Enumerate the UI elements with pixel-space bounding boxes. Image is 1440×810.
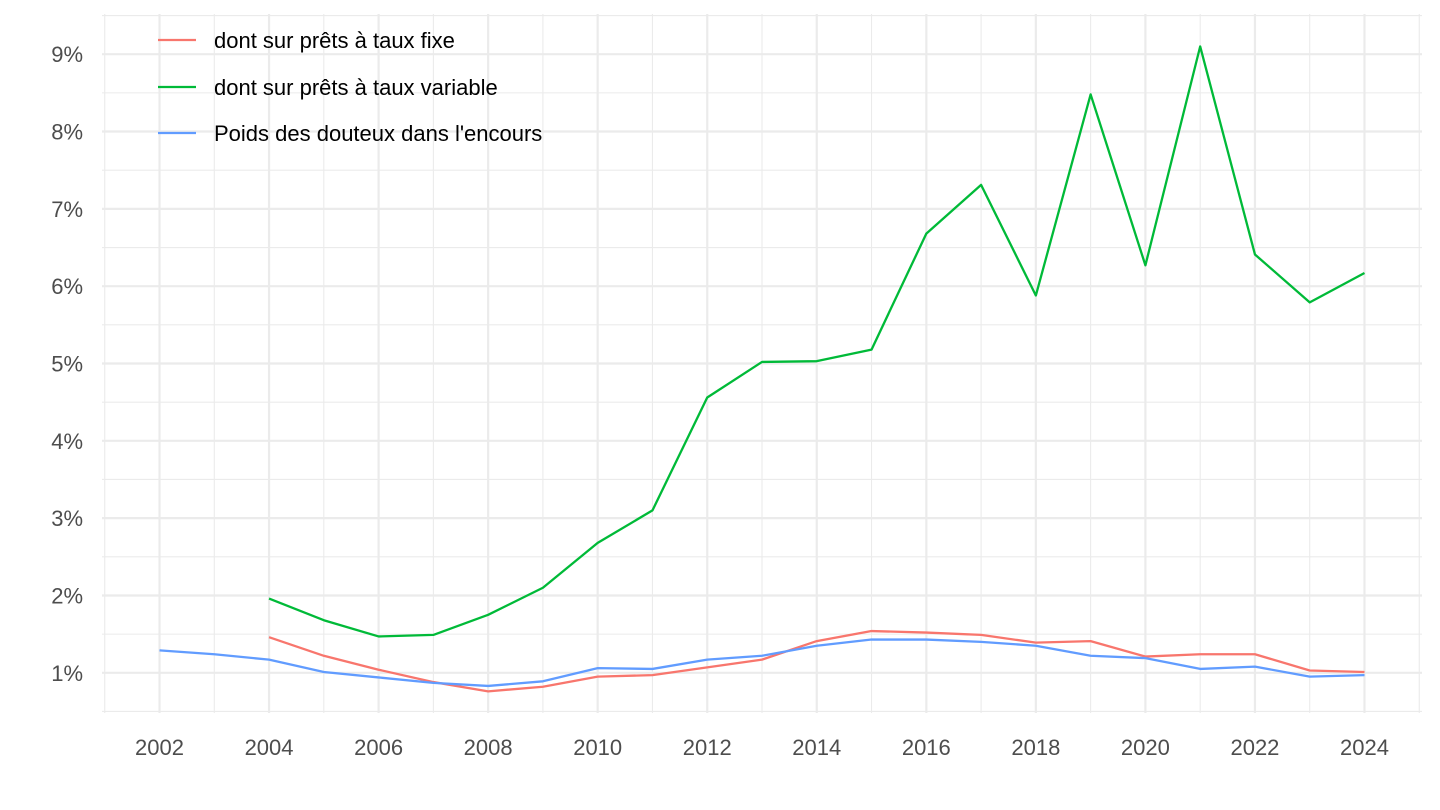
series-lines [159, 45, 1366, 693]
legend-label-1: dont sur prêts à taux fixe [214, 28, 455, 53]
x-tick-label: 2012 [683, 735, 732, 760]
x-tick-label: 2008 [464, 735, 513, 760]
series-line-1 [268, 629, 1365, 693]
x-tick-label: 2006 [354, 735, 403, 760]
y-tick-label: 1% [51, 661, 83, 686]
y-tick-label: 7% [51, 197, 83, 222]
x-axis: 2002 2004 2006 2008 2010 2012 2014 2016 2018 2020… [135, 735, 1389, 760]
x-tick-label: 2014 [792, 735, 841, 760]
legend-label-3: Poids des douteux dans l'encours [214, 121, 542, 146]
x-tick-label: 2016 [902, 735, 951, 760]
y-tick-label: 3% [51, 506, 83, 531]
x-tick-label: 2022 [1230, 735, 1279, 760]
grid [102, 14, 1422, 713]
y-tick-label: 6% [51, 274, 83, 299]
x-tick-label: 2002 [135, 735, 184, 760]
x-tick-label: 2018 [1011, 735, 1060, 760]
y-tick-label: 4% [51, 429, 83, 454]
y-tick-label: 8% [51, 120, 83, 145]
y-axis: 1% 2% 3% 4% 5% 6% 7% 8% 9% [51, 42, 83, 686]
legend: dont sur prêts à taux fixe dont sur prêts… [158, 28, 542, 146]
y-tick-label: 2% [51, 583, 83, 608]
x-tick-label: 2004 [245, 735, 294, 760]
series-line-3 [159, 638, 1365, 688]
x-tick-label: 2010 [573, 735, 622, 760]
y-tick-label: 5% [51, 352, 83, 377]
legend-label-2: dont sur prêts à taux variable [214, 75, 498, 100]
series-line-2 [268, 45, 1366, 638]
x-tick-label: 2024 [1340, 735, 1389, 760]
y-tick-label: 9% [51, 42, 83, 67]
x-tick-label: 2020 [1121, 735, 1170, 760]
